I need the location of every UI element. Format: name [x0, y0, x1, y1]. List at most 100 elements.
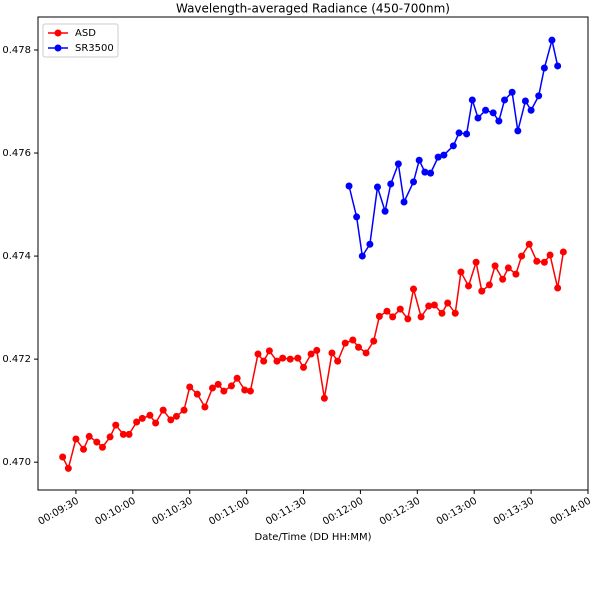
- y-tick-label: 0.476: [2, 148, 31, 159]
- y-tick-label: 0.470: [2, 457, 31, 468]
- data-point: [328, 349, 336, 357]
- data-point: [491, 262, 499, 270]
- data-point: [233, 374, 241, 382]
- data-point: [125, 430, 133, 438]
- data-point: [444, 299, 452, 307]
- data-point: [415, 156, 423, 164]
- data-point: [425, 302, 433, 310]
- data-point: [495, 117, 503, 125]
- data-point: [320, 394, 328, 402]
- data-point: [485, 281, 493, 289]
- data-point: [387, 180, 395, 188]
- data-point: [468, 96, 476, 104]
- data-point: [279, 354, 287, 362]
- data-point: [546, 251, 554, 259]
- legend-marker: [54, 29, 62, 37]
- data-point: [80, 445, 88, 453]
- data-point: [455, 129, 463, 137]
- data-point: [362, 349, 370, 357]
- data-point: [286, 355, 294, 363]
- data-point: [518, 252, 526, 260]
- data-point: [474, 114, 482, 122]
- data-point: [394, 160, 402, 168]
- data-point: [355, 343, 363, 351]
- data-point: [85, 432, 93, 440]
- data-point: [220, 387, 228, 395]
- data-point: [246, 387, 254, 395]
- data-point: [430, 301, 438, 309]
- data-point: [193, 390, 201, 398]
- data-point: [465, 282, 473, 290]
- data-point: [112, 421, 120, 429]
- data-point: [273, 357, 281, 365]
- data-point: [334, 357, 342, 365]
- data-point: [489, 109, 497, 117]
- data-point: [421, 168, 429, 176]
- y-tick-label: 0.478: [2, 45, 31, 56]
- data-point: [313, 346, 321, 354]
- data-point: [501, 96, 509, 104]
- data-point: [457, 268, 465, 276]
- data-point: [434, 153, 442, 161]
- data-point: [186, 383, 194, 391]
- data-point: [508, 88, 516, 96]
- data-point: [404, 315, 412, 323]
- data-point: [559, 248, 567, 256]
- data-point: [548, 36, 556, 44]
- data-point: [521, 97, 529, 105]
- data-point: [254, 350, 262, 358]
- legend-marker: [54, 44, 62, 52]
- data-point: [396, 305, 404, 313]
- data-point: [180, 406, 188, 414]
- data-point: [214, 380, 222, 388]
- data-point: [540, 258, 548, 266]
- data-point: [554, 62, 562, 70]
- data-point: [152, 419, 160, 427]
- data-point: [370, 337, 378, 345]
- data-point: [353, 213, 361, 221]
- data-point: [440, 151, 448, 159]
- data-point: [307, 350, 315, 358]
- data-point: [366, 240, 374, 248]
- data-point: [540, 64, 548, 72]
- data-point: [345, 182, 353, 190]
- data-point: [527, 106, 535, 114]
- data-point: [381, 207, 389, 215]
- data-point: [410, 178, 418, 186]
- data-point: [375, 312, 383, 320]
- data-point: [167, 416, 175, 424]
- data-point: [554, 284, 562, 292]
- data-point: [64, 464, 72, 472]
- data-point: [133, 418, 141, 426]
- data-point: [438, 309, 446, 317]
- data-point: [72, 435, 80, 443]
- data-point: [358, 252, 366, 260]
- data-point: [525, 240, 533, 248]
- legend-label: ASD: [75, 28, 96, 39]
- data-point: [159, 406, 167, 414]
- data-point: [463, 130, 471, 138]
- y-tick-label: 0.474: [2, 251, 31, 262]
- series-line: [348, 39, 559, 259]
- data-point: [241, 386, 249, 394]
- data-point: [504, 264, 512, 272]
- data-point: [93, 438, 101, 446]
- data-point: [400, 198, 408, 206]
- data-point: [514, 127, 522, 135]
- data-point: [201, 403, 209, 411]
- data-point: [417, 313, 425, 321]
- y-tick-label: 0.472: [2, 354, 31, 365]
- data-point: [119, 430, 127, 438]
- data-point: [478, 287, 486, 295]
- data-point: [535, 92, 543, 100]
- legend-label: SR3500: [75, 43, 114, 54]
- data-point: [294, 354, 302, 362]
- data-point: [349, 336, 357, 344]
- data-point: [300, 363, 308, 371]
- data-point: [98, 443, 106, 451]
- data-point: [472, 258, 480, 266]
- data-point: [499, 275, 507, 283]
- data-point: [410, 285, 418, 293]
